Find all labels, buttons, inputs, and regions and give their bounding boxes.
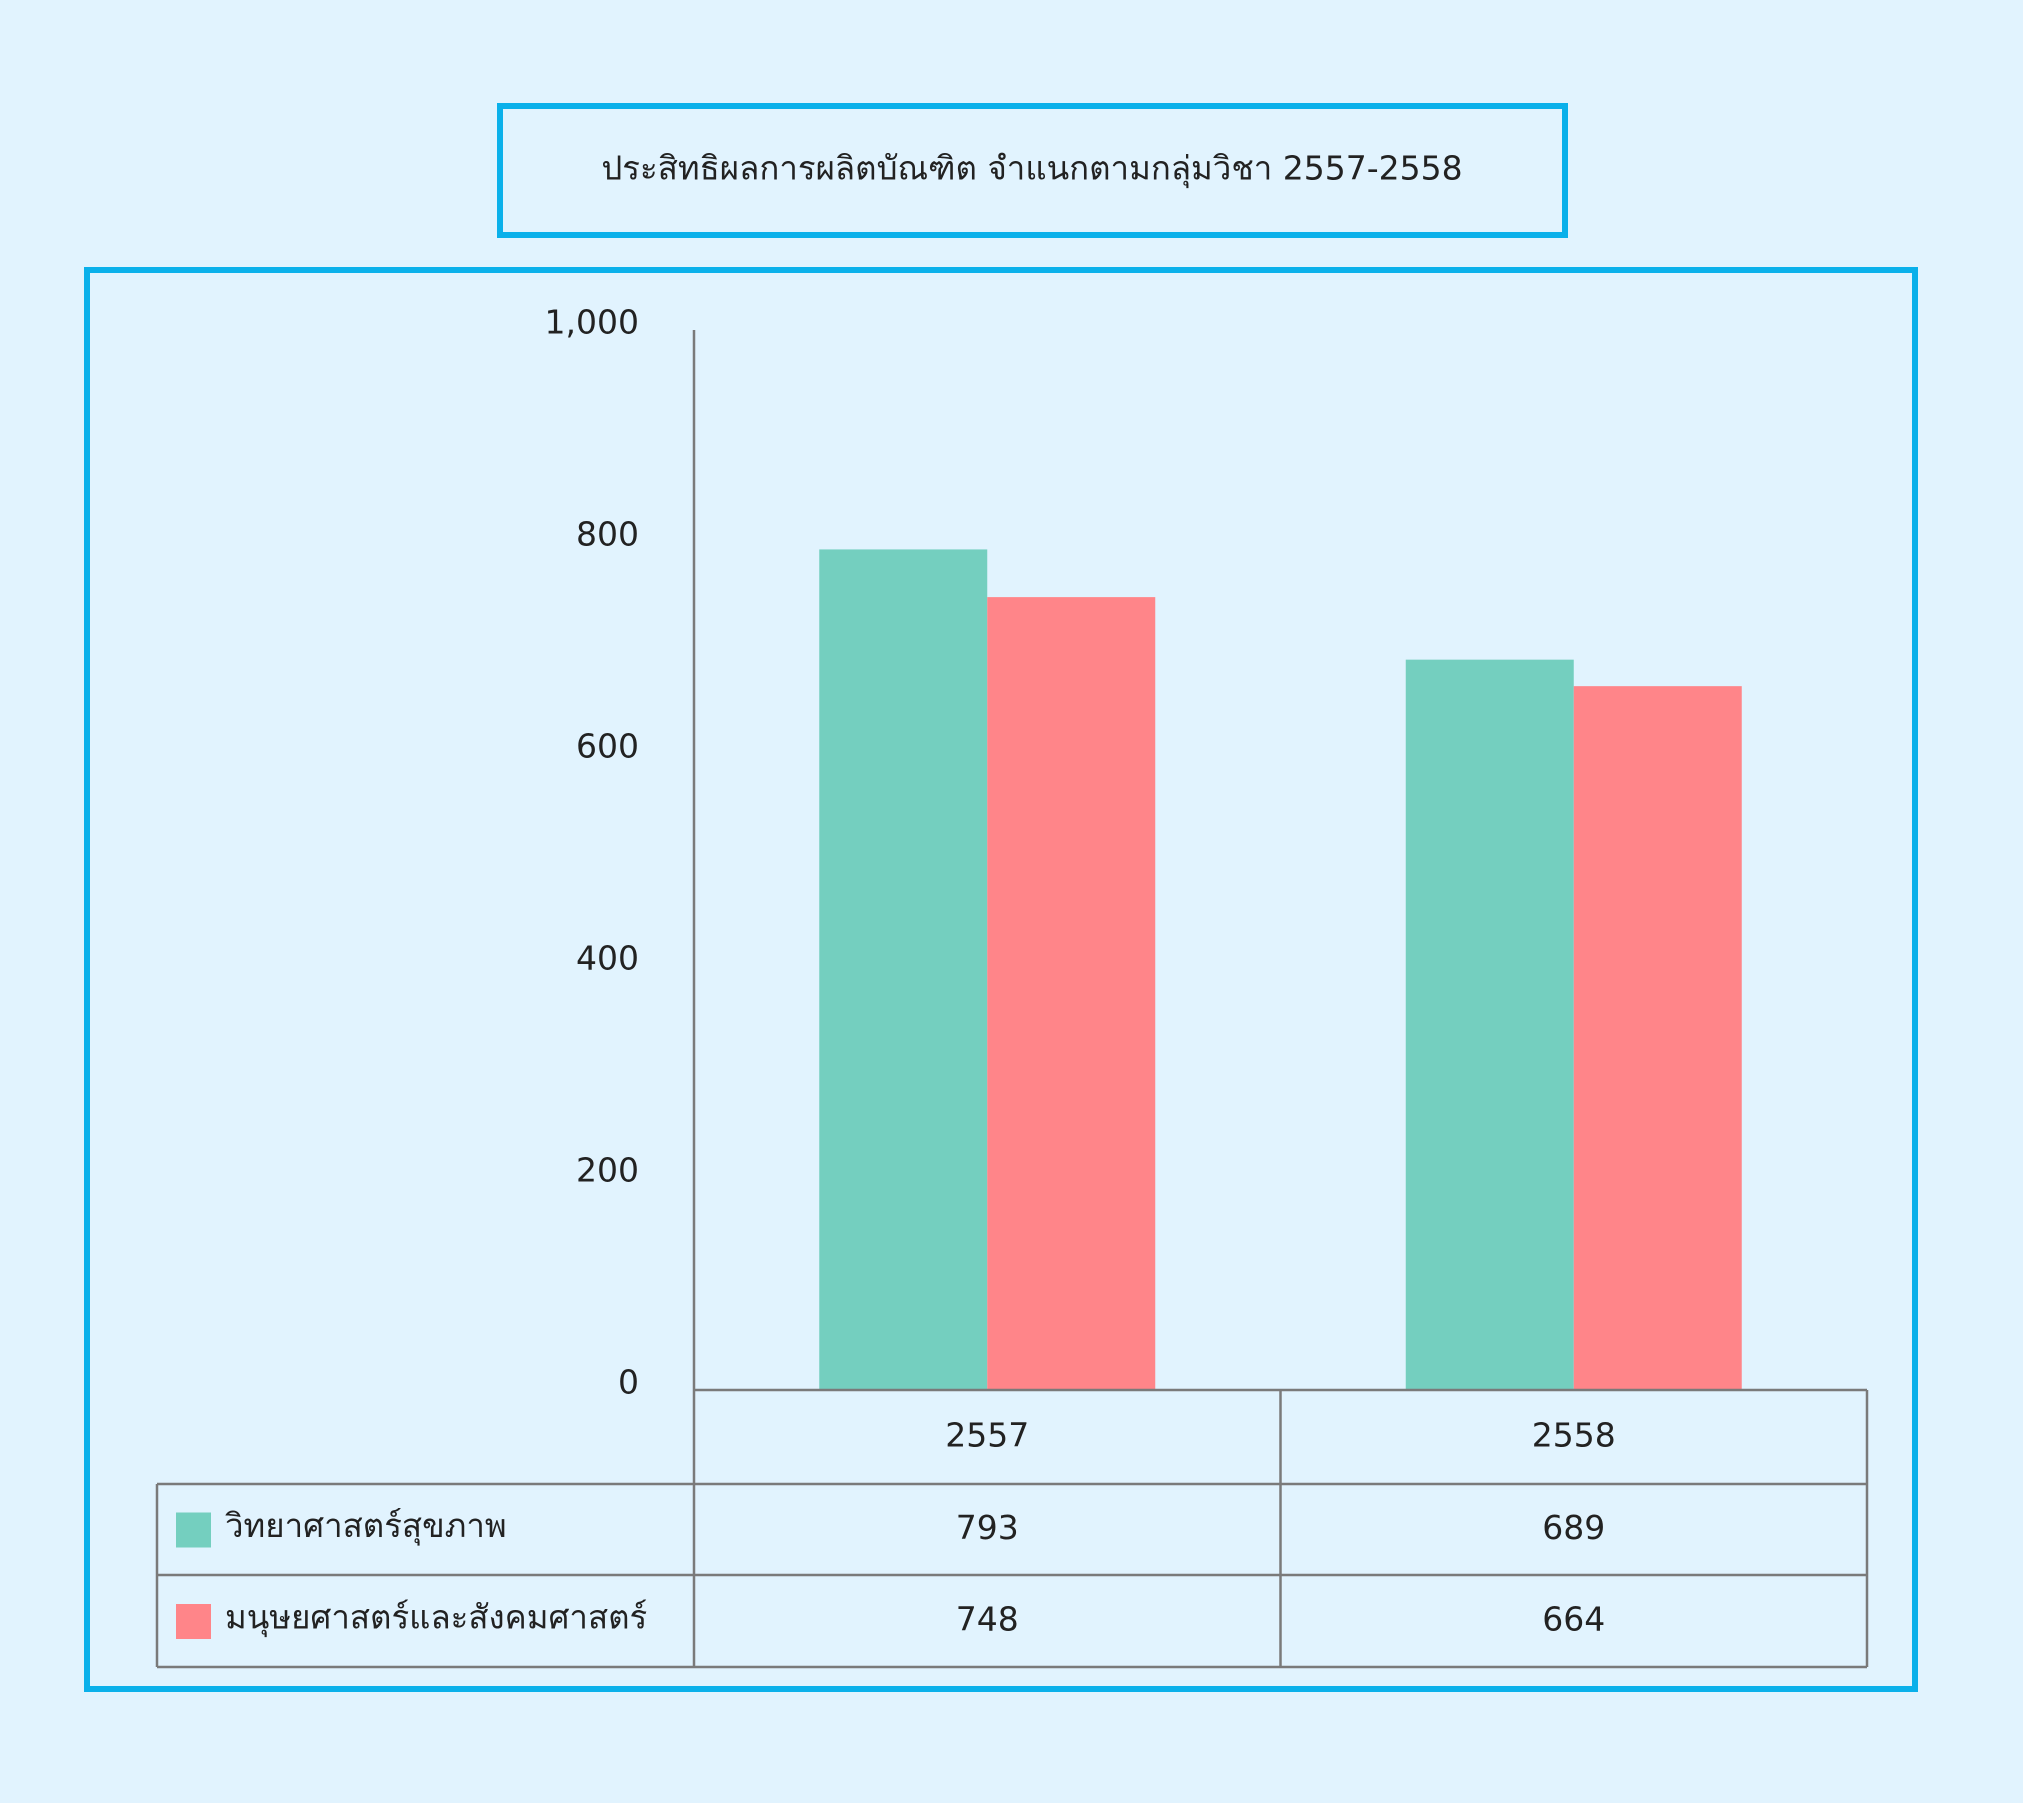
y-tick-label: 800 — [576, 515, 639, 554]
y-tick-label: 0 — [618, 1363, 639, 1402]
bar — [1405, 659, 1574, 1390]
y-tick-label: 400 — [576, 939, 639, 978]
bar — [819, 549, 988, 1390]
bar — [1573, 686, 1742, 1390]
chart-title: ประสิทธิผลการผลิตบัณฑิต จำแนกตามกลุ่มวิช… — [601, 149, 1462, 189]
bar — [987, 597, 1156, 1390]
legend-label: วิทยาศาสตร์สุขภาพ — [225, 1506, 507, 1546]
data-label: 689 — [1542, 1508, 1605, 1547]
y-tick-label: 200 — [576, 1151, 639, 1190]
y-tick-label: 600 — [576, 727, 639, 766]
legend-swatch — [176, 1604, 211, 1639]
data-label: 748 — [956, 1600, 1019, 1639]
data-label: 793 — [956, 1508, 1019, 1547]
legend-label: มนุษยศาสตร์และสังคมศาสตร์ — [225, 1598, 647, 1638]
x-tick-label: 2558 — [1532, 1416, 1616, 1455]
x-tick-label: 2557 — [945, 1416, 1029, 1455]
chart-frame — [84, 267, 1918, 1692]
data-label: 664 — [1542, 1600, 1605, 1639]
title-box — [497, 103, 1568, 238]
y-tick-label: 1,000 — [545, 303, 639, 342]
legend-swatch — [176, 1512, 211, 1548]
